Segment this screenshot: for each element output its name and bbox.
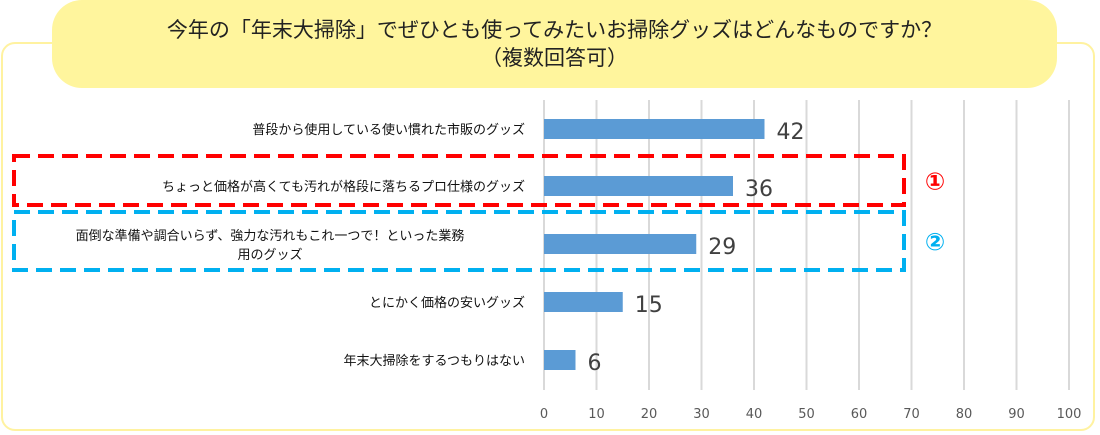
data-label: 29 xyxy=(708,235,736,260)
bar xyxy=(544,176,733,196)
category-label: 年末大掃除をするつもりはない xyxy=(344,353,525,369)
x-tick-label: 10 xyxy=(588,407,605,422)
title-line-2: （複数回答可） xyxy=(481,46,628,70)
highlight-box xyxy=(12,154,906,207)
data-label: 15 xyxy=(635,293,663,318)
x-tick-label: 90 xyxy=(1008,407,1025,422)
category-label: とにかく価格の安いグッズ xyxy=(369,295,525,311)
title-line-1: 今年の「年末大掃除」でぜひとも使ってみたいお掃除グッズはどんなものですか？ xyxy=(166,18,943,42)
x-tick-label: 60 xyxy=(851,407,868,422)
data-label: 36 xyxy=(745,177,773,202)
data-label: 42 xyxy=(777,120,805,145)
data-label: 6 xyxy=(588,351,602,376)
highlight-marker: ② xyxy=(925,228,945,256)
x-tick-label: 80 xyxy=(956,407,973,422)
x-tick-label: 0 xyxy=(540,407,548,422)
category-label: ちょっと価格が高くても汚れが格段に落ちるプロ仕様のグッズ xyxy=(162,179,525,195)
highlight-box xyxy=(12,210,906,272)
chart-title: 今年の「年末大掃除」でぜひとも使ってみたいお掃除グッズはどんなものですか？ （複… xyxy=(52,0,1057,88)
bar xyxy=(544,350,576,370)
bar xyxy=(544,119,765,139)
category-label: 用のグッズ xyxy=(237,247,302,263)
x-tick-label: 30 xyxy=(693,407,710,422)
x-tick-label: 100 xyxy=(1057,407,1082,422)
highlight-marker: ① xyxy=(925,168,945,196)
x-tick-label: 50 xyxy=(798,407,815,422)
x-tick-label: 20 xyxy=(641,407,658,422)
bar xyxy=(544,292,623,312)
x-tick-label: 70 xyxy=(903,407,920,422)
category-label: 普段から使用している使い慣れた市販のグッズ xyxy=(252,122,525,138)
category-label: 面倒な準備や調合いらず、強力な汚れもこれ一つで！といった業務 xyxy=(76,228,465,244)
bar xyxy=(544,234,697,254)
x-tick-label: 40 xyxy=(746,407,763,422)
